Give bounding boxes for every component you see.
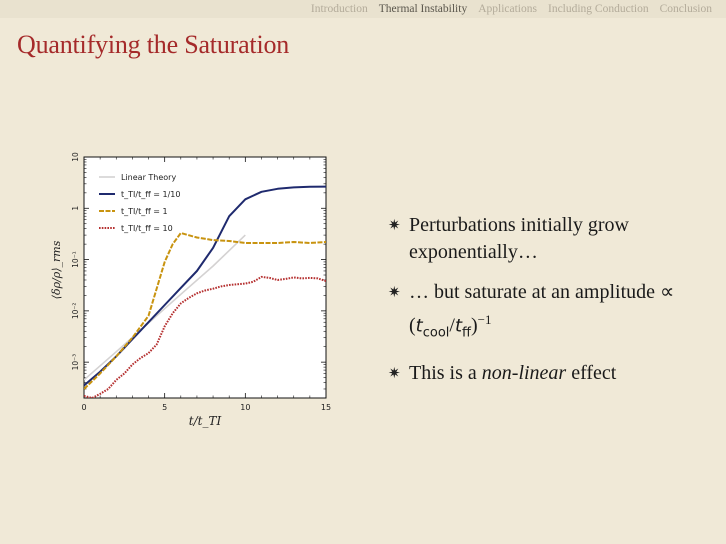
y-tick-label: 10⁻³ [71, 354, 80, 371]
legend-label: t_TI/t_ff = 1/10 [121, 190, 180, 199]
axes-frame [83, 156, 327, 399]
nav-item-including-conduction[interactable]: Including Conduction [547, 3, 649, 15]
plot-area [84, 157, 326, 398]
y-tick-label: 10⁻¹ [71, 251, 80, 268]
x-axis-label: t/t_TI [189, 414, 222, 428]
bullet-text-prefix: This is a [409, 361, 482, 384]
close-paren: ) [471, 314, 478, 337]
series-line-1 [84, 185, 326, 387]
nav-item-thermal-instability[interactable]: Thermal Instability [378, 3, 468, 15]
nav-item-introduction[interactable]: Introduction [310, 3, 368, 15]
legend-label: Linear Theory [121, 173, 176, 182]
tick-labels: 0 5 10 15 10 1 10⁻¹ 10⁻² 10⁻³ [71, 152, 331, 412]
chart-legend: Linear Theory t_TI/t_ff = 1/10 t_TI/t_ff =… [99, 173, 180, 233]
section-navigation: Introduction Thermal Instability Applica… [0, 0, 726, 18]
bullet-text-emphasis: non-linear [481, 361, 567, 384]
y-tick-label: 1 [71, 206, 80, 211]
bullet-text-suffix: effect [566, 361, 617, 384]
t-ff-symbol: t [454, 315, 463, 337]
bullet-star-icon: ✷ [388, 365, 401, 382]
y-axis-label: ⟨δρ/ρ⟩_rms [50, 240, 63, 299]
y-tick-label: 10⁻² [71, 303, 80, 320]
ratio-slash: / [449, 314, 455, 337]
series-line-2 [84, 232, 326, 390]
bullet-star-icon: ✷ [388, 218, 401, 234]
y-tick-label: 10 [71, 152, 80, 162]
x-tick-label: 10 [240, 403, 250, 412]
bullet-star-icon: ✷ [388, 285, 401, 301]
x-tick-label: 15 [321, 403, 331, 412]
ff-subscript: ff [462, 325, 471, 341]
x-tick-label: 0 [81, 403, 86, 412]
slide-title: Quantifying the Saturation [17, 30, 290, 59]
bullet-item: ✷ This is a non-linear effect [388, 360, 718, 387]
series-line-3 [84, 275, 326, 398]
series-group [84, 185, 326, 398]
bullet-text-saturate: … but saturate at an amplitude ∝ ( [409, 281, 675, 337]
cool-subscript: cool [422, 325, 450, 341]
bullet-item: ✷ … but saturate at an amplitude ∝ (tcoo… [388, 279, 718, 347]
bullet-list: ✷ Perturbations initially grow exponenti… [388, 212, 718, 400]
x-tick-label: 5 [162, 403, 167, 412]
legend-label: t_TI/t_ff = 10 [121, 224, 173, 233]
series-line-0 [84, 234, 246, 381]
bullet-item: ✷ Perturbations initially grow exponenti… [388, 212, 718, 266]
nav-item-applications[interactable]: Applications [478, 3, 537, 15]
saturation-chart: 0 5 10 15 10 1 10⁻¹ 10⁻² 10⁻³ Linear Theory t_TI/… [50, 152, 331, 428]
nav-item-conclusion[interactable]: Conclusion [659, 3, 712, 15]
bullet-text-growth: Perturbations initially grow exponential… [409, 214, 629, 263]
exponent: −1 [477, 312, 492, 327]
plot-frame [83, 156, 327, 399]
legend-label: t_TI/t_ff = 1 [121, 207, 168, 216]
t-cool-symbol: t [415, 315, 423, 337]
